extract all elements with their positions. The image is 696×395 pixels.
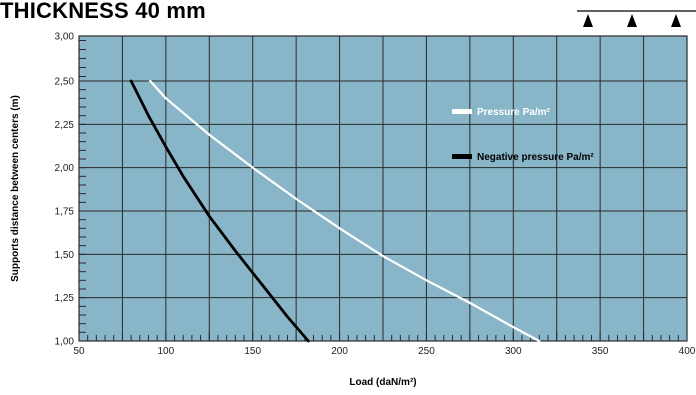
y-tick-label: 1,75 [55, 207, 75, 218]
legend-swatch [452, 109, 472, 114]
legend-label: Pressure Pa/m² [477, 107, 550, 118]
y-tick-label: 1,00 [55, 337, 75, 348]
x-tick-label: 300 [505, 346, 522, 357]
x-tick-label: 400 [679, 346, 696, 357]
y-axis-title: Supports distance between centers (m) [10, 95, 21, 282]
x-tick-label: 250 [418, 346, 435, 357]
support-triangle-icon [671, 14, 681, 27]
y-tick-label: 3,00 [55, 32, 75, 43]
y-tick-label: 2,50 [55, 77, 75, 88]
y-tick-labels: 1,00 1,25 1,50 1,75 2,00 2,25 2,50 3,00 [55, 32, 75, 348]
y-tick-label: 1,25 [55, 293, 75, 304]
series-line-pressure [149, 79, 541, 343]
legend-swatch [452, 154, 472, 159]
y-tick-label: 1,50 [55, 250, 75, 261]
x-tick-label: 150 [244, 346, 261, 357]
x-tick-label: 350 [592, 346, 609, 357]
x-tick-label: 50 [73, 346, 85, 357]
x-axis-title: Load (daN/m²) [349, 377, 416, 388]
x-tick-label: 200 [331, 346, 348, 357]
x-tick-label: 100 [158, 346, 175, 357]
support-symbols [577, 10, 696, 27]
x-tick-labels: 50 100 150 200 250 300 350 400 [73, 346, 695, 357]
y-tick-label: 2,25 [55, 120, 75, 131]
legend-label: Negative pressure Pa/m² [477, 152, 594, 163]
chart-title: THICKNESS 40 mm [0, 0, 206, 23]
support-triangle-icon [583, 14, 593, 27]
minor-ticks [78, 40, 688, 342]
support-triangle-icon [627, 14, 637, 27]
y-tick-label: 2,00 [55, 163, 75, 174]
series-line-negative-pressure [129, 79, 310, 343]
legend: Pressure Pa/m² Negative pressure Pa/m² [452, 107, 594, 163]
series-lines [129, 79, 541, 343]
grid-lines [78, 35, 688, 342]
